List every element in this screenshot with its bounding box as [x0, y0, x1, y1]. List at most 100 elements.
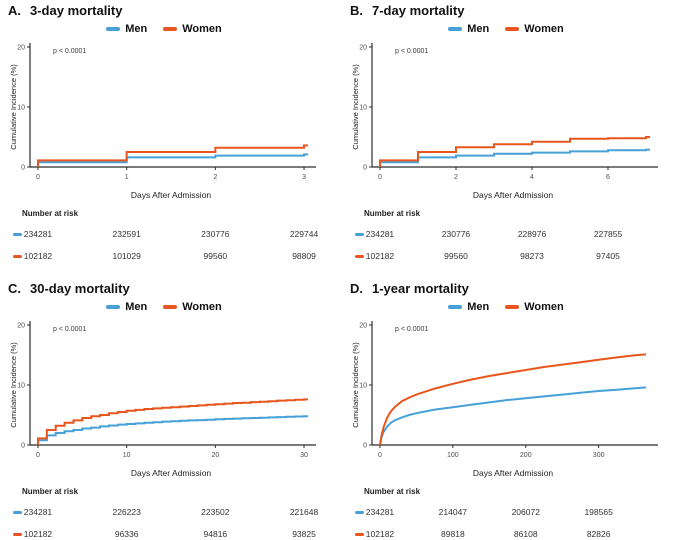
at-risk-count: 228976	[517, 229, 547, 239]
at-risk-count: 102182	[365, 251, 395, 261]
women-line-swatch	[163, 26, 178, 31]
x-tick-label: 200	[520, 452, 532, 459]
men-legend-label: Men	[125, 22, 148, 35]
women-curve	[378, 136, 651, 167]
at-risk-count: 234281	[365, 229, 395, 239]
at-risk-count: 206072	[511, 507, 540, 517]
men-line-swatch	[355, 233, 364, 236]
x-axis-label: Days After Admission	[472, 190, 554, 200]
legend: Men Women	[8, 299, 320, 314]
x-tick-label: 4	[530, 174, 534, 181]
number-at-risk-header: Number at risk	[364, 487, 421, 496]
legend: Men Women	[350, 21, 662, 36]
y-tick-label: 0	[21, 443, 25, 450]
women-at-risk-row: 102182 99560 98273 97405	[350, 250, 662, 263]
men-legend-label: Men	[125, 300, 148, 313]
y-tick-label: 10	[359, 105, 367, 112]
at-risk-count: 226223	[112, 507, 141, 517]
panel-letter: A.	[8, 3, 21, 18]
cumulative-incidence-chart: Cumulative Incidence (%) p < 0.0001 0 10 2…	[351, 321, 658, 459]
y-axis-label: Cumulative Incidence (%)	[9, 64, 18, 150]
at-risk-count: 102182	[23, 529, 53, 539]
cumulative-incidence-chart: Cumulative Incidence (%) p < 0.0001 0 10 2…	[9, 321, 316, 459]
men-at-risk-row: 234281 214047 206072 198565	[350, 506, 662, 519]
at-risk-count: 214047	[438, 507, 468, 517]
y-tick-label: 0	[363, 165, 367, 172]
y-tick-label: 20	[17, 323, 25, 330]
legend: Men Women	[8, 21, 320, 36]
men-legend-label: Men	[467, 22, 490, 35]
y-tick-label: 10	[359, 383, 367, 390]
women-curve	[378, 353, 647, 446]
x-tick-label: 0	[36, 452, 40, 459]
p-value-annotation: p < 0.0001	[395, 326, 428, 333]
at-risk-count: 99560	[444, 251, 468, 261]
panel-letter: D.	[350, 281, 363, 296]
legend-item-men: Men	[106, 23, 147, 35]
women-legend-label: Women	[182, 22, 222, 35]
p-value-annotation: p < 0.0001	[395, 48, 428, 55]
men-curve	[379, 386, 647, 446]
at-risk-count: 98273	[520, 251, 544, 261]
x-tick-label: 20	[211, 452, 219, 459]
p-value-annotation: p < 0.0001	[53, 326, 86, 333]
women-line-swatch	[163, 304, 178, 309]
legend-item-women: Women	[163, 23, 222, 35]
panel-d: D. 1-year mortality Men Women Cumulative…	[342, 278, 685, 540]
at-risk-count: 102182	[23, 251, 53, 261]
at-risk-count: 234281	[23, 507, 53, 517]
at-risk-count: 96336	[114, 529, 139, 539]
at-risk-count: 101029	[112, 251, 141, 261]
panel-title: A. 3-day mortality	[8, 3, 342, 19]
men-line-swatch	[106, 304, 121, 309]
at-risk-count: 221648	[289, 507, 319, 517]
panel-title: D. 1-year mortality	[350, 281, 685, 297]
men-curve	[36, 153, 309, 167]
number-at-risk-table: Number at risk 234281 226223 223502 2216…	[8, 487, 342, 540]
x-tick-label: 2	[454, 174, 458, 181]
men-line-swatch	[448, 26, 463, 31]
at-risk-count: 229744	[289, 229, 319, 239]
at-risk-count: 93825	[292, 529, 316, 539]
x-tick-label: 2	[213, 174, 217, 181]
women-line-swatch	[355, 255, 364, 258]
at-risk-count: 230776	[201, 229, 230, 239]
at-risk-count: 99560	[203, 251, 228, 261]
number-at-risk-header: Number at risk	[364, 209, 421, 218]
panel-letter: B.	[350, 3, 363, 18]
men-line-swatch	[13, 233, 22, 236]
x-axis-label: Days After Admission	[472, 468, 554, 478]
women-legend-label: Women	[524, 22, 564, 35]
men-line-swatch	[13, 511, 22, 514]
at-risk-count: 98809	[292, 251, 316, 261]
panel-title-text: 1-year mortality	[372, 281, 469, 296]
women-legend-label: Women	[182, 300, 222, 313]
women-line-swatch	[355, 533, 364, 536]
cumulative-incidence-chart: Cumulative Incidence (%) p < 0.0001 0 10 2…	[351, 43, 658, 181]
men-line-swatch	[448, 304, 463, 309]
y-axis-label: Cumulative Incidence (%)	[9, 342, 18, 428]
legend-item-men: Men	[448, 23, 489, 35]
x-tick-label: 30	[300, 452, 308, 459]
number-at-risk-table: Number at risk 234281 214047 206072 1985…	[350, 487, 685, 540]
at-risk-count: 223502	[201, 507, 230, 517]
number-at-risk-header: Number at risk	[22, 209, 79, 218]
y-tick-label: 0	[363, 443, 367, 450]
at-risk-count: 234281	[365, 507, 395, 517]
legend-item-men: Men	[106, 301, 147, 313]
panel-a: A. 3-day mortality Men Women Cumulative …	[0, 0, 342, 278]
x-tick-label: 100	[447, 452, 459, 459]
legend: Men Women	[350, 299, 662, 314]
at-risk-count: 97405	[596, 251, 620, 261]
x-tick-label: 10	[123, 452, 131, 459]
y-tick-label: 10	[17, 105, 25, 112]
panel-title-text: 3-day mortality	[30, 3, 123, 18]
legend-item-women: Women	[505, 301, 564, 313]
women-at-risk-row: 102182 101029 99560 98809	[8, 250, 320, 263]
x-tick-label: 6	[606, 174, 610, 181]
women-curve	[36, 398, 309, 445]
women-legend-label: Women	[524, 300, 564, 313]
at-risk-count: 227855	[593, 229, 623, 239]
x-axis-label: Days After Admission	[130, 468, 212, 478]
